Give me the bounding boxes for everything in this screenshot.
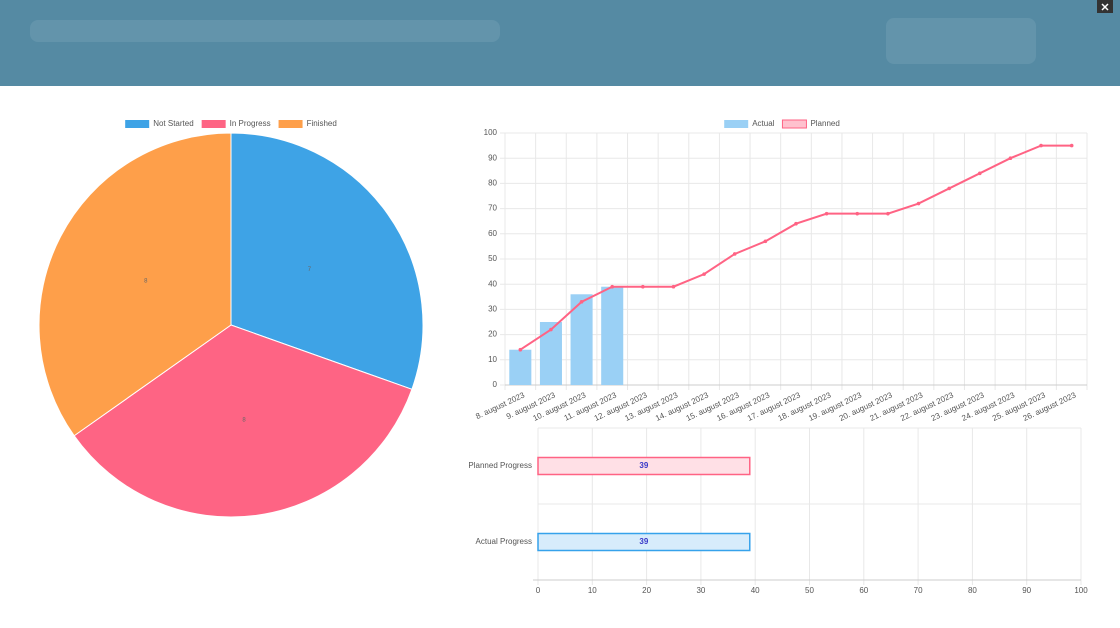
y-tick-label: 90 — [488, 153, 497, 162]
y-tick-label: 10 — [488, 355, 497, 364]
line-point — [763, 239, 768, 244]
x-tick-label: 26. august 2023 — [1022, 390, 1078, 423]
close-icon[interactable] — [1101, 3, 1109, 11]
pie-slice — [73, 324, 413, 518]
line-point — [1069, 143, 1074, 148]
blurred-info — [886, 18, 1036, 64]
legend-swatch — [724, 120, 749, 128]
bar — [570, 294, 593, 385]
x-tick-label: 80 — [968, 586, 977, 595]
line-point — [579, 300, 584, 304]
legend-swatch — [125, 120, 150, 128]
bar — [601, 286, 624, 385]
line-point — [1008, 156, 1013, 160]
y-tick-label: 20 — [488, 330, 497, 339]
y-tick-label: Planned Progress — [468, 461, 532, 470]
y-tick-label: 30 — [488, 305, 497, 314]
line-point — [549, 327, 553, 332]
pie-slice — [230, 132, 424, 390]
line-point — [1039, 143, 1043, 148]
line-point — [610, 284, 615, 289]
bar — [509, 349, 532, 385]
x-tick-label: 90 — [1022, 586, 1031, 595]
y-tick-label: 70 — [488, 204, 497, 213]
legend-swatch — [278, 120, 303, 128]
pie-value-label: 8 — [242, 418, 246, 424]
bar — [537, 532, 751, 552]
legend: Actual Planned — [724, 119, 840, 129]
y-tick-label: 60 — [488, 229, 497, 238]
pie-value-label: 8 — [144, 278, 148, 284]
y-tick-label: 80 — [488, 179, 497, 188]
line-point — [977, 171, 982, 176]
blurred-title — [30, 20, 500, 42]
line-point — [518, 347, 523, 352]
x-tick-label: 50 — [805, 586, 814, 595]
pie-slice — [38, 132, 232, 437]
legend-label: Finished — [307, 119, 337, 128]
line-point — [702, 272, 706, 276]
x-tick-label: 40 — [751, 586, 760, 595]
line-point — [732, 252, 737, 256]
x-tick-label: 20 — [642, 586, 651, 595]
legend-label: Planned — [810, 119, 839, 128]
pie-value-label: 7 — [308, 267, 312, 273]
legend: Not Started In Progress Finished — [125, 119, 337, 128]
legend-label: Actual — [752, 119, 774, 128]
line-point — [794, 221, 798, 226]
line-point — [641, 284, 645, 289]
legend-swatch — [201, 120, 226, 128]
close-button[interactable] — [1097, 0, 1113, 13]
line-point — [671, 284, 676, 289]
line-point — [824, 211, 829, 216]
x-tick-label: 10 — [588, 586, 597, 595]
x-tick-label: 100 — [1074, 586, 1088, 595]
legend-swatch — [781, 119, 807, 129]
legend-label: Not Started — [153, 119, 193, 128]
y-tick-label: 40 — [488, 279, 497, 288]
line-point — [947, 186, 951, 191]
x-tick-label: 0 — [536, 586, 541, 595]
y-tick-label: 100 — [484, 128, 498, 137]
bar-value-label: 39 — [639, 537, 648, 546]
y-tick-label: 0 — [493, 380, 498, 389]
x-tick-label: 30 — [696, 586, 705, 595]
bar — [539, 322, 562, 385]
y-tick-label: 50 — [488, 254, 497, 263]
line-point — [855, 211, 860, 216]
line-point — [886, 211, 890, 216]
legend-label: In Progress — [230, 119, 271, 128]
x-tick-label: 60 — [859, 586, 868, 595]
x-tick-label: 70 — [914, 586, 923, 595]
y-tick-label: Actual Progress — [476, 537, 532, 546]
bar-value-label: 39 — [639, 461, 648, 470]
bar — [537, 456, 751, 476]
line-point — [916, 201, 921, 206]
